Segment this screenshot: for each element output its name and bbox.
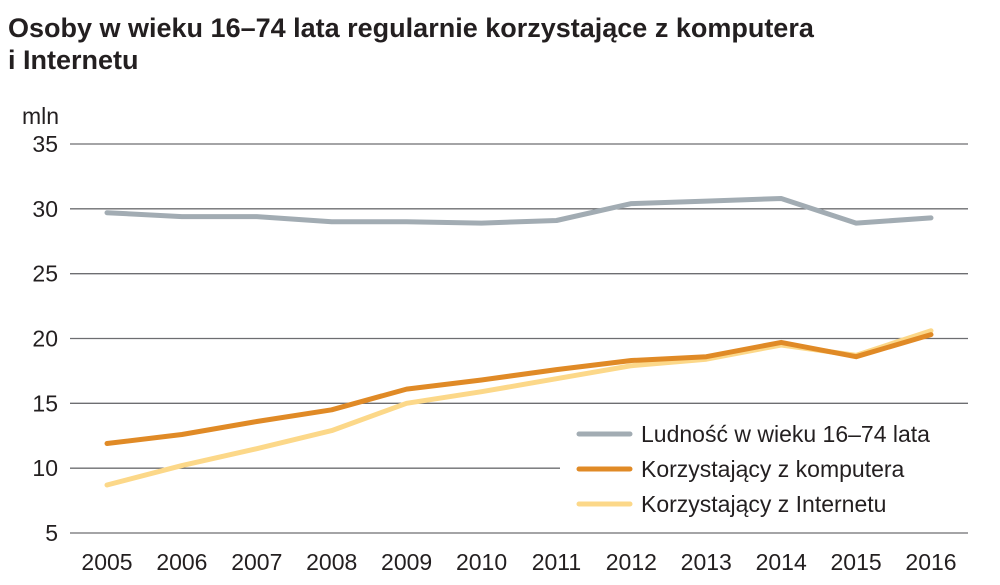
y-tick-label: 15 <box>32 390 58 416</box>
x-tick-label: 2014 <box>756 549 807 575</box>
x-tick-label: 2013 <box>681 549 732 575</box>
x-tick-label: 2011 <box>532 549 581 575</box>
legend-label: Korzystający z komputera <box>641 456 905 482</box>
x-tick-label: 2016 <box>905 549 956 575</box>
x-tick-label: 2005 <box>81 549 132 575</box>
y-tick-label: 30 <box>32 196 58 222</box>
series-lines <box>104 196 934 488</box>
legend-label: Ludność w wieku 16–74 lata <box>641 421 930 447</box>
chart-title-line-2: i Internetu <box>8 45 139 75</box>
x-tick-label: 2009 <box>381 549 432 575</box>
legend-label: Korzystający z Internetu <box>641 491 886 517</box>
y-tick-label: 25 <box>32 261 58 287</box>
series-line <box>104 196 934 226</box>
chart-title-line-1: Osoby w wieku 16–74 lata regularnie korz… <box>8 13 814 43</box>
x-tick-label: 2015 <box>831 549 882 575</box>
x-tick-label: 2010 <box>456 549 507 575</box>
y-axis-unit-label: mln <box>22 103 59 129</box>
series-line <box>104 332 934 446</box>
x-axis-ticks: 2005 2006 2007 2008 2009 2010 2011 2012 2013 2014… <box>81 549 956 575</box>
x-tick-label: 2007 <box>231 549 282 575</box>
y-axis-ticks: 5 10 15 20 25 30 35 <box>32 131 58 546</box>
legend: Ludność w wieku 16–74 lata Korzystający z… <box>560 414 968 526</box>
y-tick-label: 35 <box>32 131 58 157</box>
y-tick-label: 10 <box>32 455 58 481</box>
y-tick-label: 20 <box>32 326 58 352</box>
y-tick-label: 5 <box>45 520 58 546</box>
x-tick-label: 2012 <box>606 549 657 575</box>
chart-title: Osoby w wieku 16–74 lata regularnie korz… <box>8 12 988 76</box>
x-tick-label: 2008 <box>306 549 357 575</box>
x-tick-label: 2006 <box>156 549 207 575</box>
